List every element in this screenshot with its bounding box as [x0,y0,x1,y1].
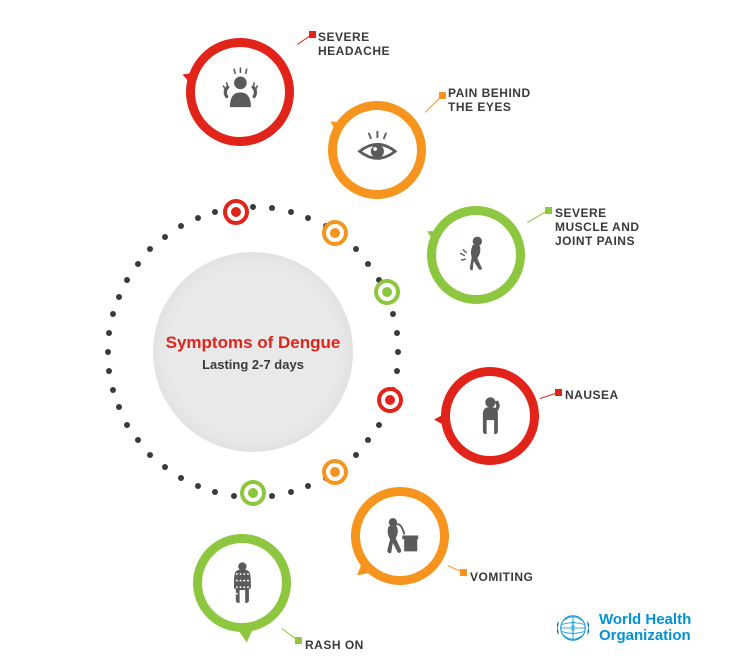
ring-dot [105,349,111,355]
label-line: JOINT PAINS [555,234,640,248]
joint-icon [453,232,500,279]
who-text: World Health Organization [599,612,691,644]
symptom-bubble-pain-behind-eyes [328,101,426,199]
label-line: NAUSEA [565,388,619,402]
label-severe-headache: SEVEREHEADACHE [318,30,390,58]
ring-dot [106,368,112,374]
marker-rash-on [240,480,266,506]
label-line: RASH ON [305,638,364,652]
ring-dot [305,215,311,221]
ring-dot [116,294,122,300]
marker-severe-headache [223,199,249,225]
marker-pain-behind-eyes [322,220,348,246]
ring-dot [376,422,382,428]
ring-dot [106,330,112,336]
ring-dot [231,493,237,499]
center-circle: Symptoms of Dengue Lasting 2-7 days [153,252,353,452]
symptom-bubble-vomiting [351,487,449,585]
ring-dot [195,215,201,221]
ring-dot [269,493,275,499]
connector-end [439,92,446,99]
connector-end [295,637,302,644]
ring-dot [305,483,311,489]
marker-muscle-joint-pain [374,279,400,305]
center-subtitle: Lasting 2-7 days [202,357,304,372]
label-rash-on: RASH ON [305,638,364,652]
ring-dot [147,246,153,252]
ring-dot [353,452,359,458]
ring-dot [178,223,184,229]
who-logo: World Health Organization [555,610,691,646]
connector-end [555,389,562,396]
label-line: THE EYES [448,100,531,114]
headache-icon [214,66,267,119]
ring-dot [110,387,116,393]
ring-dot [288,489,294,495]
ring-dot [353,246,359,252]
symptom-bubble-nausea [441,367,539,465]
ring-dot [365,437,371,443]
who-line2: Organization [599,628,691,644]
symptom-bubble-rash-on [193,534,291,632]
label-line: SEVERE [318,30,390,44]
ring-dot [394,368,400,374]
ring-dot [195,483,201,489]
label-pain-behind-eyes: PAIN BEHINDTHE EYES [448,86,531,114]
ring-dot [135,261,141,267]
ring-dot [212,489,218,495]
ring-dot [269,205,275,211]
symptom-bubble-severe-headache [186,38,294,146]
ring-dot [288,209,294,215]
ring-dot [212,209,218,215]
vomit-icon [377,513,424,560]
label-muscle-joint-pain: SEVEREMUSCLE ANDJOINT PAINS [555,206,640,248]
label-line: VOMITING [470,570,533,584]
ring-dot [395,349,401,355]
symptom-bubble-muscle-joint-pain [427,206,525,304]
label-line: MUSCLE AND [555,220,640,234]
label-line: HEADACHE [318,44,390,58]
ring-dot [390,311,396,317]
connector-end [309,31,316,38]
marker-nausea [377,387,403,413]
ring-dot [250,204,256,210]
ring-dot [178,475,184,481]
label-nausea: NAUSEA [565,388,619,402]
ring-dot [116,404,122,410]
ring-dot [394,330,400,336]
ring-dot [124,277,130,283]
ring-dot [162,464,168,470]
rash-icon [219,560,266,607]
who-line1: World Health [599,612,691,628]
marker-vomiting [322,459,348,485]
eye-icon [354,127,401,174]
nausea-icon [467,393,514,440]
who-emblem-icon [555,610,591,646]
ring-dot [124,422,130,428]
ring-dot [365,261,371,267]
center-title: Symptoms of Dengue [166,333,341,353]
label-line: PAIN BEHIND [448,86,531,100]
ring-dot [147,452,153,458]
label-line: SEVERE [555,206,640,220]
connector-end [460,569,467,576]
connector-end [545,207,552,214]
ring-dot [135,437,141,443]
label-vomiting: VOMITING [470,570,533,584]
ring-dot [110,311,116,317]
infographic-canvas: Symptoms of Dengue Lasting 2-7 days SEVE… [0,0,730,656]
ring-dot [162,234,168,240]
